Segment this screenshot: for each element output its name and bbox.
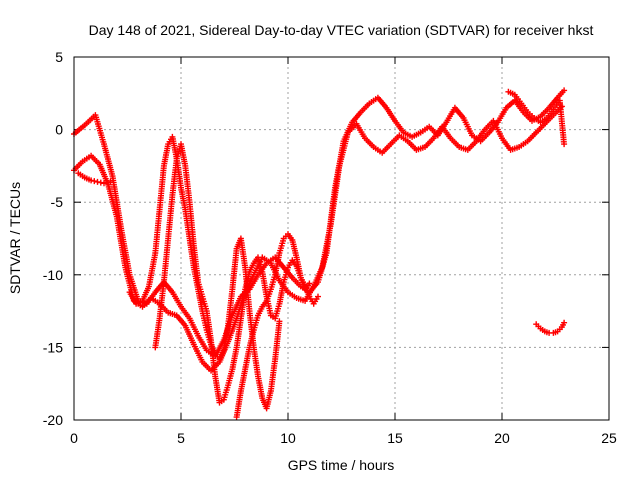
xtick-label-4: 20 — [494, 430, 510, 446]
data-point — [88, 177, 95, 184]
data-point — [306, 280, 313, 287]
ytick-label-5: 5 — [55, 49, 63, 65]
data-point — [94, 178, 101, 185]
data-point — [315, 293, 321, 300]
y-axis-label: SDTVAR / TECUs — [7, 182, 23, 294]
data-point — [561, 319, 568, 326]
plot-frame — [73, 56, 610, 421]
x-axis-label: GPS time / hours — [288, 457, 395, 473]
chart-title: Day 148 of 2021, Sidereal Day-to-day VTE… — [89, 22, 594, 38]
data-point — [276, 318, 283, 325]
ytick-label-3: -5 — [51, 194, 64, 210]
xtick-label-3: 15 — [387, 430, 403, 446]
ytick-label-0: -20 — [43, 412, 63, 428]
x-tick-labels: 0 5 10 15 20 25 — [70, 430, 617, 446]
data-point — [561, 87, 568, 94]
data-point — [91, 178, 98, 185]
data-points — [71, 87, 568, 421]
ytick-label-4: 0 — [55, 122, 63, 138]
y-tick-labels: -20 -15 -10 -5 0 5 — [43, 49, 63, 428]
xtick-label-0: 0 — [70, 430, 78, 446]
data-point — [107, 178, 114, 185]
ytick-label-2: -10 — [43, 267, 63, 283]
data-point — [561, 141, 568, 148]
data-point — [104, 179, 111, 186]
xtick-label-1: 5 — [177, 430, 185, 446]
xtick-label-5: 25 — [601, 430, 617, 446]
xtick-label-2: 10 — [280, 430, 296, 446]
ytick-label-1: -15 — [43, 339, 63, 355]
ticks — [73, 57, 610, 420]
grid — [74, 57, 609, 420]
